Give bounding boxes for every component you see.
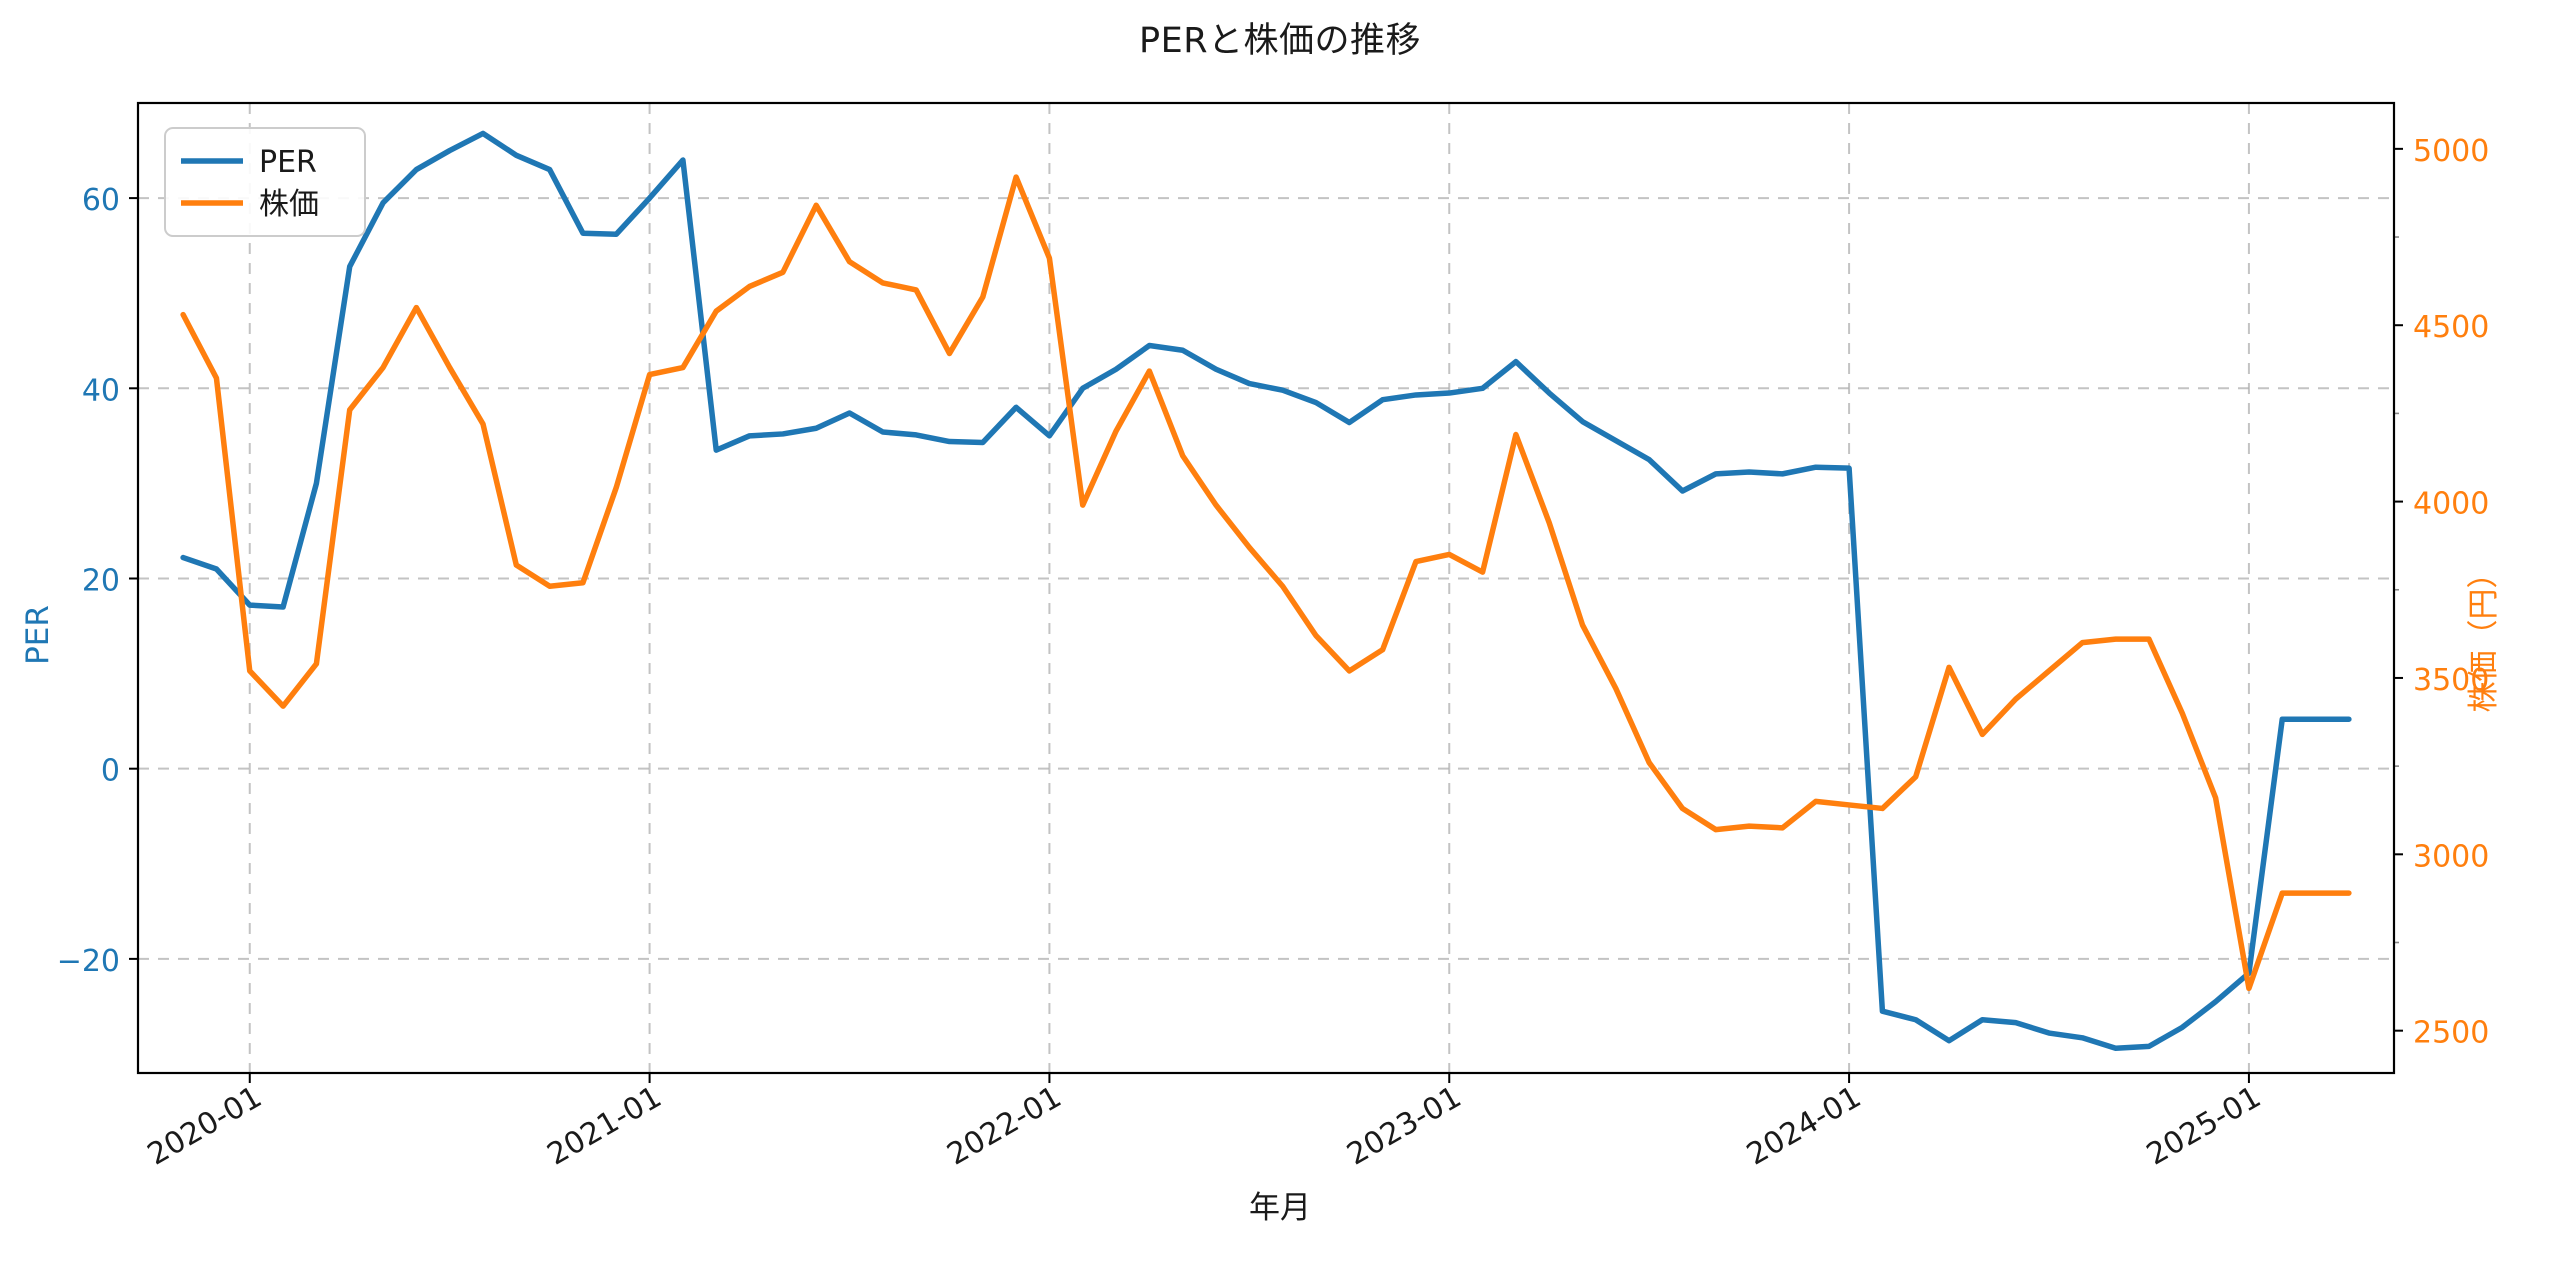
x-tick-label: 2021-01 bbox=[542, 1080, 668, 1173]
x-tick-label: 2024-01 bbox=[1741, 1080, 1867, 1173]
y-tick-label-right: 3000 bbox=[2413, 839, 2489, 874]
series-layer bbox=[180, 130, 2352, 1052]
y-tick-label-right: 5000 bbox=[2413, 134, 2489, 169]
y-tick-label-left: 40 bbox=[82, 373, 120, 408]
series-line-per bbox=[180, 130, 2352, 1052]
grid-layer bbox=[138, 103, 2394, 1073]
legend-label: 株価 bbox=[259, 187, 319, 222]
y-tick-label-right: 4500 bbox=[2413, 310, 2489, 345]
x-tick-label: 2020-01 bbox=[142, 1080, 268, 1173]
x-tick-label: 2023-01 bbox=[1341, 1080, 1467, 1173]
y-tick-label-left: 0 bbox=[101, 754, 120, 789]
y-tick-label-left: 60 bbox=[82, 183, 120, 218]
y-axis-label-left: PER bbox=[19, 604, 56, 665]
y-tick-label-left: −20 bbox=[57, 944, 120, 979]
x-tick-label: 2025-01 bbox=[2141, 1080, 2267, 1173]
plot-frame bbox=[136, 101, 2396, 1075]
y-tick-label-right: 4000 bbox=[2413, 487, 2489, 522]
x-tick-label: 2022-01 bbox=[941, 1080, 1067, 1173]
legend-box bbox=[164, 127, 366, 237]
y-tick-label-left: 20 bbox=[82, 563, 120, 598]
series-line-kabuka bbox=[180, 174, 2352, 992]
y-tick-label-right: 2500 bbox=[2413, 1016, 2489, 1051]
tick-layer bbox=[129, 147, 2403, 1083]
chart-title: PERと株価の推移 bbox=[1138, 21, 1422, 61]
y-tick-labels-left: −20 0 20 40 60 bbox=[57, 183, 120, 979]
x-tick-labels: 2020-01 2021-01 2022-01 2023-01 2024-01 2025-… bbox=[142, 1080, 2267, 1173]
y-tick-label-right: 3500 bbox=[2413, 663, 2489, 698]
y-axis-label-right: 株価（円） bbox=[2466, 557, 2502, 712]
x-axis-label: 年月 bbox=[1249, 1190, 1311, 1226]
legend-label: PER bbox=[259, 145, 317, 180]
chart-legend: PER 株価 bbox=[164, 127, 366, 237]
y-tick-labels-right: 2500 3000 3500 4000 4500 5000 bbox=[2413, 134, 2489, 1051]
